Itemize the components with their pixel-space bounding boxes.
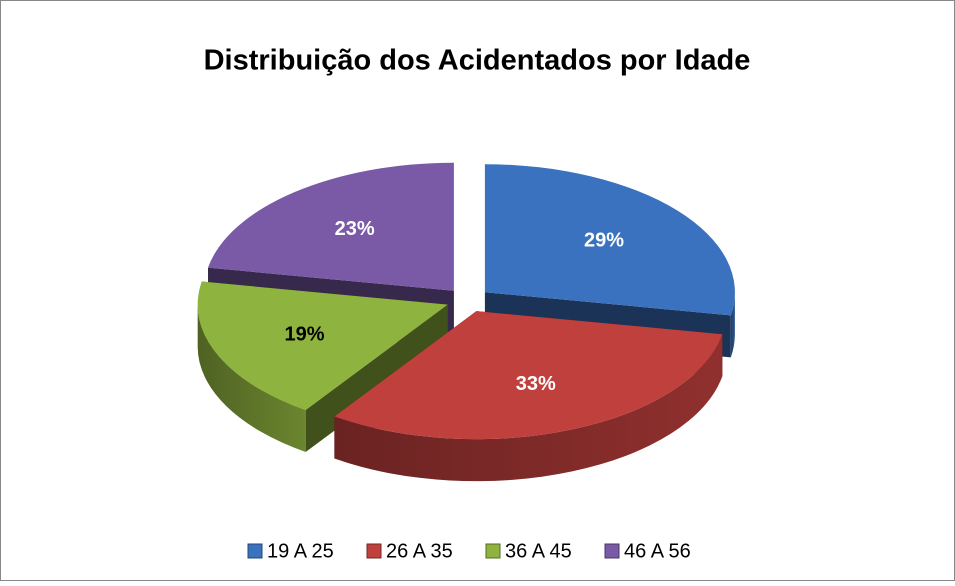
legend-swatch — [247, 543, 263, 559]
data-label: 19% — [284, 323, 324, 345]
legend-label: 36 A 45 — [505, 540, 572, 562]
slice-side — [730, 292, 735, 358]
legend-label: 46 A 56 — [624, 540, 691, 562]
slice-side — [334, 334, 723, 482]
slice-top — [334, 311, 723, 440]
legend-swatch — [485, 543, 501, 559]
slice-top — [208, 162, 454, 291]
data-label: 23% — [335, 218, 375, 240]
chart-title: Distribuição dos Acidentados por Idade — [204, 45, 751, 77]
data-label: 29% — [584, 230, 624, 252]
slice-top — [197, 281, 448, 410]
legend-label: 19 A 25 — [267, 540, 334, 562]
legend-label: 26 A 35 — [386, 540, 453, 562]
slice — [334, 311, 723, 482]
legend-swatch — [604, 543, 620, 559]
data-label: 33% — [516, 373, 556, 395]
slice-top — [484, 164, 735, 316]
slice-side — [197, 304, 306, 452]
legend-swatch — [366, 543, 382, 559]
